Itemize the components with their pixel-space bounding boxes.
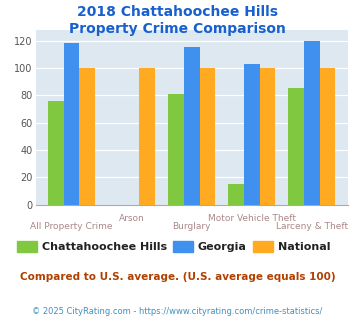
Text: Compared to U.S. average. (U.S. average equals 100): Compared to U.S. average. (U.S. average … <box>20 272 335 282</box>
Text: © 2025 CityRating.com - https://www.cityrating.com/crime-statistics/: © 2025 CityRating.com - https://www.city… <box>32 307 323 316</box>
Bar <box>260 68 275 205</box>
Bar <box>80 68 95 205</box>
Text: Larceny & Theft: Larceny & Theft <box>276 222 348 231</box>
Bar <box>228 184 244 205</box>
Bar <box>48 101 64 205</box>
Text: Motor Vehicle Theft: Motor Vehicle Theft <box>208 214 296 223</box>
Bar <box>200 68 215 205</box>
Text: Arson: Arson <box>119 214 144 223</box>
Bar <box>288 88 304 205</box>
Legend: Chattahoochee Hills, Georgia, National: Chattahoochee Hills, Georgia, National <box>13 237 335 256</box>
Text: All Property Crime: All Property Crime <box>30 222 113 231</box>
Bar <box>140 68 155 205</box>
Bar <box>320 68 335 205</box>
Bar <box>168 94 184 205</box>
Text: 2018 Chattahoochee Hills
Property Crime Comparison: 2018 Chattahoochee Hills Property Crime … <box>69 5 286 36</box>
Bar <box>184 48 200 205</box>
Bar <box>244 64 260 205</box>
Text: Burglary: Burglary <box>173 222 211 231</box>
Bar <box>64 43 80 205</box>
Bar <box>304 41 320 205</box>
